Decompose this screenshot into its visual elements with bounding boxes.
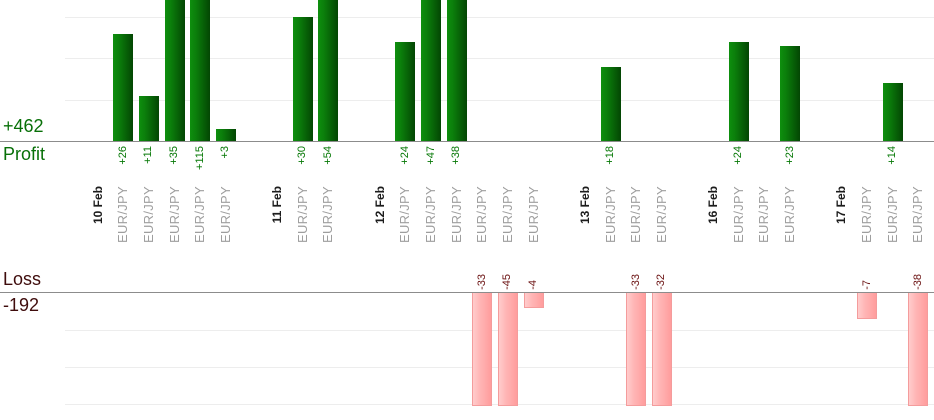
profit-value-label: +18 [604, 146, 617, 165]
loss-bar [523, 293, 544, 308]
profit-bar [780, 46, 801, 141]
gridline [65, 17, 934, 18]
profit-value-label: +35 [168, 146, 181, 165]
date-label: 12 Feb [372, 186, 387, 225]
loss-axis-label: Loss [3, 269, 42, 289]
profit-value-label: +38 [450, 146, 463, 165]
profit-bar [446, 0, 467, 141]
profit-bar [190, 0, 211, 141]
profit-value-label: +11 [142, 146, 155, 164]
symbol-label: EUR/JPY [474, 186, 490, 244]
profit-value-label: +14 [886, 146, 899, 165]
profit-bar [882, 83, 903, 141]
symbol-label: EUR/JPY [730, 186, 746, 244]
loss-bar [626, 293, 647, 406]
loss-total-label: -192 [3, 295, 40, 315]
profit-bar [395, 42, 416, 141]
loss-bar [857, 293, 877, 319]
symbol-label: EUR/JPY [859, 186, 874, 244]
profit-bar [113, 34, 134, 141]
symbol-label: EUR/JPY [602, 186, 618, 244]
profit-value-label: +24 [732, 146, 745, 165]
symbol-label: EUR/JPY [115, 186, 131, 244]
date-label: 13 Feb [577, 186, 592, 225]
profit-baseline [0, 141, 934, 142]
profit-value-label: +115 [193, 146, 206, 170]
symbol-label: EUR/JPY [525, 186, 541, 244]
symbol-label: EUR/JPY [140, 186, 156, 244]
symbol-label: EUR/JPY [192, 186, 208, 244]
loss-value-label: -7 [860, 280, 873, 290]
profit-bar [728, 42, 749, 141]
date-label: 11 Feb [270, 186, 285, 224]
symbol-label: EUR/JPY [628, 186, 644, 244]
loss-value-label: -33 [629, 274, 642, 290]
symbol-label: EUR/JPY [166, 186, 182, 244]
profit-total-label: +462 [3, 116, 44, 136]
symbol-label: EUR/JPY [782, 186, 798, 244]
profit-value-label: +26 [116, 146, 129, 165]
profit-bar [600, 67, 621, 141]
profit-bar [164, 0, 185, 141]
profit-value-label: +30 [296, 146, 309, 165]
profit-bar [138, 96, 159, 141]
profit-value-label: +23 [783, 146, 796, 165]
loss-bar [497, 293, 518, 406]
loss-bar [472, 293, 493, 406]
profit-bar [421, 0, 441, 141]
profit-axis-label: Profit [3, 144, 46, 164]
symbol-label: EUR/JPY [294, 186, 310, 244]
date-label: 17 Feb [834, 186, 849, 225]
symbol-label: EUR/JPY [217, 186, 233, 244]
profit-value-label: +24 [398, 146, 411, 165]
profit-bar [215, 129, 236, 141]
symbol-label: EUR/JPY [756, 186, 772, 244]
symbol-label: EUR/JPY [448, 186, 464, 244]
profit-value-label: +47 [424, 146, 437, 165]
profit-value-label: +54 [321, 146, 334, 165]
loss-bar [651, 293, 672, 406]
symbol-label: EUR/JPY [884, 186, 900, 244]
profit-bar [292, 17, 313, 141]
loss-value-label: -33 [475, 274, 488, 290]
symbol-label: EUR/JPY [423, 186, 438, 244]
loss-baseline [0, 292, 934, 293]
symbol-label: EUR/JPY [499, 186, 515, 244]
loss-value-label: -38 [911, 274, 924, 290]
profit-bar [318, 0, 339, 141]
symbol-label: EUR/JPY [320, 186, 336, 244]
loss-bar [908, 293, 929, 406]
loss-value-label: -4 [527, 280, 540, 290]
profit-value-label: +3 [219, 146, 232, 159]
loss-value-label: -45 [501, 274, 514, 290]
symbol-label: EUR/JPY [653, 186, 669, 244]
loss-value-label: -32 [655, 274, 668, 290]
symbol-label: EUR/JPY [397, 186, 413, 244]
date-label: 10 Feb [90, 186, 105, 225]
gridline [65, 100, 934, 101]
symbol-label: EUR/JPY [910, 186, 926, 244]
gridline [65, 58, 934, 59]
date-label: 16 Feb [706, 186, 721, 225]
